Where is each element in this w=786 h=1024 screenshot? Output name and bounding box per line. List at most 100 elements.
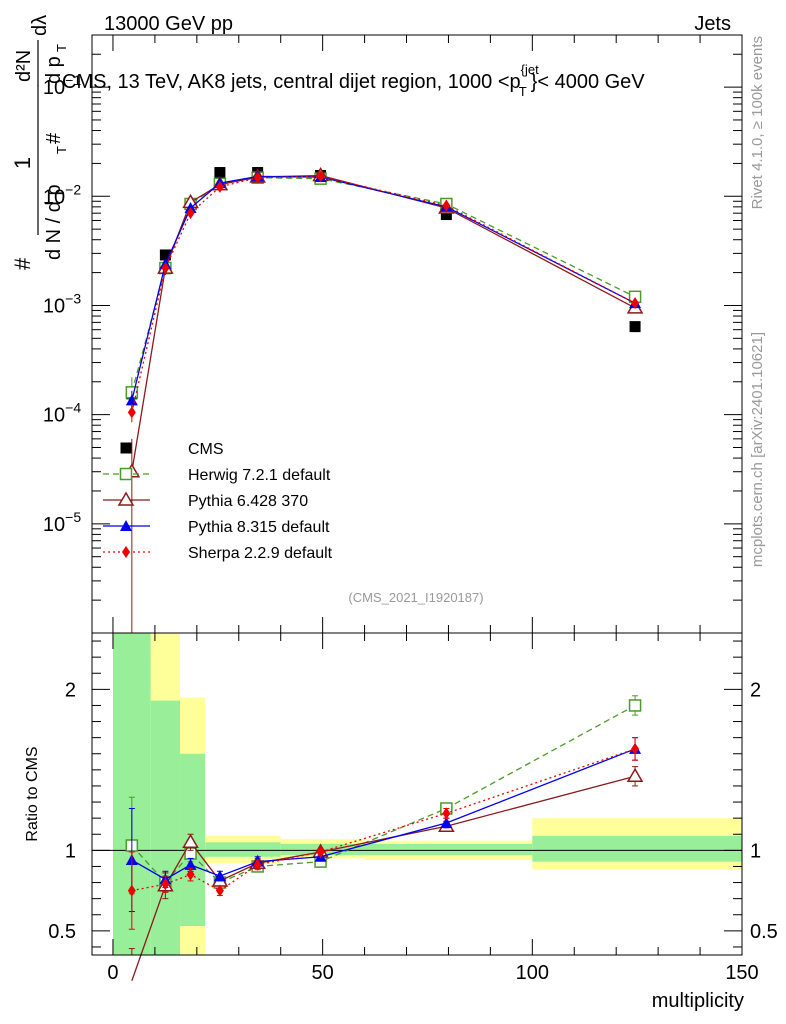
main-point	[440, 209, 452, 221]
ratio-ytick-label-left: 0.5	[48, 921, 76, 943]
legend-item: Sherpa 2.2.9 default	[103, 545, 333, 562]
legend-item: Pythia 6.428 370	[103, 491, 308, 510]
ratio-series-line	[131, 748, 636, 881]
main-series-line	[131, 174, 636, 472]
ratio-point	[215, 884, 224, 897]
ratio-ytick-label-right: 0.5	[750, 921, 778, 943]
ratio-band-inner	[532, 835, 742, 862]
ylabel-hash-left: #	[10, 257, 35, 270]
rivet-label: Rivet 4.1.0, ≥ 100k events	[749, 36, 766, 209]
main-ytick-base: 10	[43, 77, 65, 99]
ratio-ytick-label-right: 2	[750, 679, 761, 701]
main-ytick-exp: −5	[65, 509, 81, 525]
ratio-point	[127, 884, 136, 897]
legend-item: Pythia 8.315 default	[103, 519, 330, 536]
ratio-point	[184, 858, 197, 870]
main-ytick-exp: −3	[65, 290, 81, 306]
header-right: Jets	[694, 13, 731, 35]
ratio-series-4	[127, 737, 640, 930]
analysis-id: (CMS_2021_I1920187)	[348, 590, 483, 605]
main-point	[214, 167, 226, 179]
ratio-ytick-label-right: 1	[750, 840, 761, 862]
ylabel-dlambda: dλ	[29, 15, 51, 36]
ratio-point	[626, 767, 644, 783]
plot-title: CMS, 13 TeV, AK8 jets, central dijet reg…	[62, 62, 645, 99]
ylabel-hash-mid: #	[43, 132, 65, 144]
main-point	[629, 321, 641, 333]
ratio-series-line	[131, 775, 636, 981]
ratio-point	[161, 878, 170, 891]
main-ytick-exp: −1	[65, 72, 81, 88]
main-point	[125, 394, 138, 406]
legend: CMS Herwig 7.2.1 default Pythia 6.428 370 P…	[103, 441, 333, 562]
legend-label: Pythia 8.315 default	[188, 519, 330, 536]
title-sub: T	[519, 84, 527, 99]
xtick-label: 100	[516, 962, 549, 984]
main-point	[253, 171, 262, 184]
ratio-point	[442, 807, 451, 820]
ylabel-frac-sub: T	[54, 146, 69, 154]
ylabel-frac-top: 1	[10, 157, 35, 169]
ratio-frame	[91, 632, 743, 956]
ratio-band-inner	[150, 700, 181, 955]
main-point	[215, 180, 224, 193]
main-ytick-label: 10−5	[43, 509, 81, 536]
xtick-label: 150	[725, 962, 758, 984]
ratio-band-inner	[205, 842, 281, 857]
main-ytick-exp: −4	[65, 400, 81, 416]
main-series-line	[131, 175, 636, 413]
ratio-point	[440, 816, 453, 828]
main-point	[127, 406, 136, 419]
main-point	[161, 262, 170, 275]
main-point	[631, 297, 640, 310]
ylabel-deriv-sub: T	[54, 44, 69, 52]
ratio-point	[182, 833, 199, 849]
ratio-band-inner	[364, 843, 533, 856]
main-point	[316, 170, 325, 183]
ratio-series-line	[131, 704, 636, 884]
main-ytick-label: 10−3	[43, 290, 81, 317]
legend-label: Herwig 7.2.1 default	[188, 467, 331, 484]
main-series-4	[125, 170, 642, 413]
ratio-panel: 0.5 0.5 1 1 2 2 0 50 100 150	[48, 632, 778, 984]
main-y-label: # 1 d N / d p T # d²N d p T dλ	[10, 15, 69, 270]
main-ytick-base: 10	[43, 405, 65, 427]
ratio-ytick-label-left: 1	[65, 840, 76, 862]
main-ytick-label: 10−4	[43, 400, 81, 427]
ratio-series-2	[128, 766, 644, 981]
ratio-series-3	[125, 737, 642, 913]
ylabel-frac-bottom: d N / d p	[43, 184, 65, 260]
main-series-2	[125, 171, 642, 415]
title-main: CMS, 13 TeV, AK8 jets, central dijet reg…	[62, 71, 521, 93]
legend-marker	[122, 546, 130, 558]
legend-marker	[120, 520, 132, 531]
ratio-point	[631, 742, 640, 755]
main-ytick-label: 10−1	[43, 72, 81, 99]
title-end: }< 4000 GeV	[531, 71, 646, 93]
ratio-ytick-label-left: 2	[65, 679, 76, 701]
main-series-line	[131, 175, 636, 401]
main-point	[186, 207, 195, 220]
main-series-line	[131, 177, 636, 393]
main-series-5	[127, 170, 640, 423]
ratio-point	[213, 870, 226, 882]
ratio-point	[316, 845, 325, 858]
main-frame	[91, 34, 743, 634]
main-ytick-base: 10	[43, 186, 65, 208]
ylabel-deriv-top: d²N	[13, 50, 35, 82]
main-ytick-base: 10	[43, 514, 65, 536]
main-ytick-exp: −2	[65, 181, 81, 197]
svg-text:CMS, 13 TeV, AK8 jets, central: CMS, 13 TeV, AK8 jets, central dijet reg…	[62, 62, 645, 99]
header-left: 13000 GeV pp	[104, 13, 233, 35]
legend-item: Herwig 7.2.1 default	[103, 467, 331, 484]
legend-marker	[117, 491, 135, 506]
ratio-point	[186, 868, 195, 881]
xtick-label: 0	[107, 962, 118, 984]
legend-marker	[120, 442, 132, 454]
main-ytick-label: 10−2	[43, 181, 81, 208]
legend-item: CMS	[120, 441, 224, 458]
x-axis-label: multiplicity	[652, 990, 744, 1012]
legend-label: Pythia 6.428 370	[188, 493, 308, 510]
main-panel: 10−510−410−310−210−1	[43, 34, 743, 634]
ylabel-deriv-bottom: d p	[43, 56, 65, 84]
